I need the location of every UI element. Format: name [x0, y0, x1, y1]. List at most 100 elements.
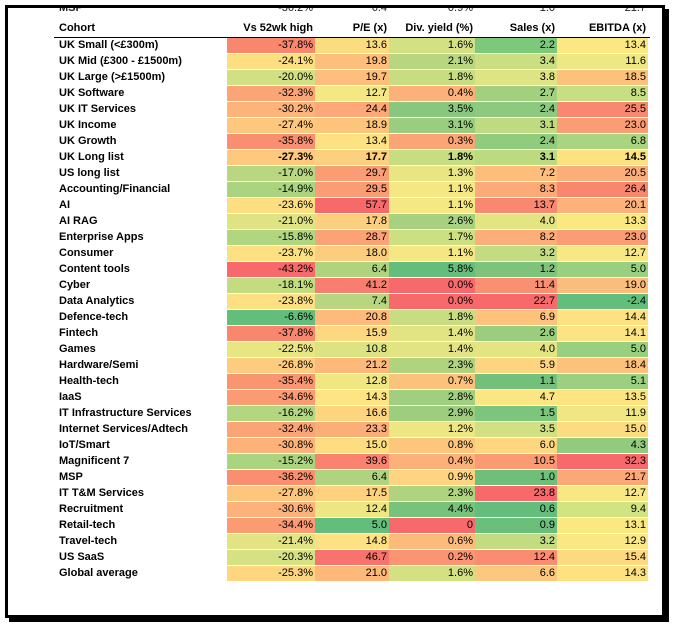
table-row: Hardware/Semi -26.8% 21.2 2.3% 5.9 18.4	[54, 358, 650, 374]
metric-cell: 13.5	[557, 390, 648, 405]
row-label: MSP	[59, 8, 83, 14]
metric-cell: 18.5	[557, 70, 648, 85]
metric-cell: -32.3%	[227, 86, 315, 101]
metric-cell: 6.4	[315, 470, 389, 485]
metric-cell: 19.7	[315, 70, 389, 85]
metric-cell: 1.8%	[389, 310, 475, 325]
metric-cell: 21.2	[315, 358, 389, 373]
row-label: MSP	[59, 471, 83, 483]
column-header: P/E (x)	[352, 22, 387, 34]
row-label: Defence-tech	[59, 311, 129, 323]
metric-cell: 10.5	[475, 454, 557, 469]
metric-cell: -15.2%	[227, 454, 315, 469]
row-label: US SaaS	[59, 551, 105, 563]
metric-cell: 0.4%	[389, 86, 475, 101]
metric-cell: 2.4	[475, 134, 557, 149]
metric-cell: 2.3%	[389, 486, 475, 501]
metric-cell: -20.3%	[227, 550, 315, 565]
metric-cell: 4.0	[475, 342, 557, 357]
metric-cell: 5.0	[315, 518, 389, 533]
metric-cell: 24.4	[315, 102, 389, 117]
row-label: Global average	[59, 567, 138, 579]
metric-cell: 57.7	[315, 198, 389, 213]
metric-cell: 1.6%	[389, 566, 475, 581]
metric-cell: 0.9	[475, 518, 557, 533]
metric-cell: 8.5	[557, 86, 648, 101]
metric-cell: 13.7	[475, 198, 557, 213]
metric-cell: 9.4	[557, 502, 648, 517]
table-row: Recruitment -30.6% 12.4 4.4% 0.6 9.4	[54, 502, 650, 518]
table-row: Defence-tech -6.6% 20.8 1.8% 6.9 14.4	[54, 310, 650, 326]
metric-cell: 12.7	[557, 486, 648, 501]
metric-cell: -22.5%	[227, 342, 315, 357]
table-row: UK Mid (£300 - £1500m) -24.1% 19.8 2.1% 3.4 1…	[54, 54, 650, 70]
row-label: Internet Services/Adtech	[59, 423, 188, 435]
row-label: Content tools	[59, 263, 130, 275]
metric-cell: 1.0	[539, 8, 555, 14]
metric-cell: 21.0	[315, 566, 389, 581]
table-row: IoT/Smart -30.8% 15.0 0.8% 6.0 4.3	[54, 438, 650, 454]
row-label: Cyber	[59, 279, 91, 291]
table-row: AI RAG -21.0% 17.8 2.6% 4.0 13.3	[54, 214, 650, 230]
metric-cell: 3.1%	[389, 118, 475, 133]
metric-cell: 26.4	[557, 182, 648, 197]
metric-cell: -36.2%	[278, 8, 313, 14]
metric-cell: 0.0%	[389, 278, 475, 293]
metric-cell: 13.3	[557, 214, 648, 229]
row-label: UK Software	[59, 87, 125, 99]
metric-cell: 5.1	[557, 374, 648, 389]
table-row: IT Infrastructure Services -16.2% 16.6 2.9%…	[54, 406, 650, 422]
metric-cell: 19.0	[557, 278, 648, 293]
row-label: UK Income	[59, 119, 117, 131]
metric-cell: 1.2	[475, 262, 557, 277]
metric-cell: 7.4	[315, 294, 389, 309]
metric-cell: 1.8%	[389, 70, 475, 85]
metric-cell: 4.3	[557, 438, 648, 453]
metric-cell: 15.4	[557, 550, 648, 565]
table-row: UK Long list -27.3% 17.7 1.8% 3.1 14.5	[54, 150, 650, 166]
metric-cell: 16.6	[315, 406, 389, 421]
metric-cell: 1.4%	[389, 326, 475, 341]
table-row: Data Analytics -23.8% 7.4 0.0% 22.7 -2.4	[54, 294, 650, 310]
metric-cell: 7.2	[475, 166, 557, 181]
metric-cell: 15.9	[315, 326, 389, 341]
table-row: Enterprise Apps -15.8% 28.7 1.7% 8.2 23.0	[54, 230, 650, 246]
table-row: UK Large (>£1500m) -20.0% 19.7 1.8% 3.8 18.5	[54, 70, 650, 86]
row-label: US long list	[59, 167, 120, 179]
metric-cell: 0.7%	[389, 374, 475, 389]
row-label: UK Growth	[59, 135, 117, 147]
metric-cell: 19.8	[315, 54, 389, 69]
metric-cell: 13.1	[557, 518, 648, 533]
metric-cell: 28.7	[315, 230, 389, 245]
table-row: Global average -25.3% 21.0 1.6% 6.6 14.3	[54, 566, 650, 582]
metric-cell: -23.7%	[227, 246, 315, 261]
row-label: Travel-tech	[59, 535, 118, 547]
table-row: US SaaS -20.3% 46.7 0.2% 12.4 15.4	[54, 550, 650, 566]
row-label: Retail-tech	[59, 519, 116, 531]
metric-cell: 11.6	[557, 54, 648, 69]
metric-cell: 0.3%	[389, 134, 475, 149]
metric-cell: 1.1	[475, 374, 557, 389]
metric-cell: 4.0	[475, 214, 557, 229]
metric-cell: 0.9%	[389, 470, 475, 485]
metric-cell: -30.8%	[227, 438, 315, 453]
metric-cell: 15.0	[557, 422, 648, 437]
metric-cell: 13.4	[315, 134, 389, 149]
metric-cell: 12.4	[315, 502, 389, 517]
metric-cell: 3.4	[475, 54, 557, 69]
metric-cell: 0.8%	[389, 438, 475, 453]
metric-cell: -36.2%	[227, 470, 315, 485]
table-row: UK Software -32.3% 12.7 0.4% 2.7 8.5	[54, 86, 650, 102]
metric-cell: 6.0	[475, 438, 557, 453]
metric-cell: 6.4	[371, 8, 387, 14]
metric-cell: -24.1%	[227, 54, 315, 69]
row-label: IT T&M Services	[59, 487, 144, 499]
metric-cell: -27.4%	[227, 118, 315, 133]
metric-cell: 2.6	[475, 326, 557, 341]
row-label: AI	[59, 199, 70, 211]
metric-cell: 1.1%	[389, 182, 475, 197]
metric-cell: 1.4%	[389, 342, 475, 357]
metric-cell: 3.1	[475, 118, 557, 133]
metric-cell: 20.5	[557, 166, 648, 181]
table-frame: MSP -36.2% 6.4 0.9% 1.0 21.7 Cohort Vs 52wk hig…	[5, 5, 665, 618]
